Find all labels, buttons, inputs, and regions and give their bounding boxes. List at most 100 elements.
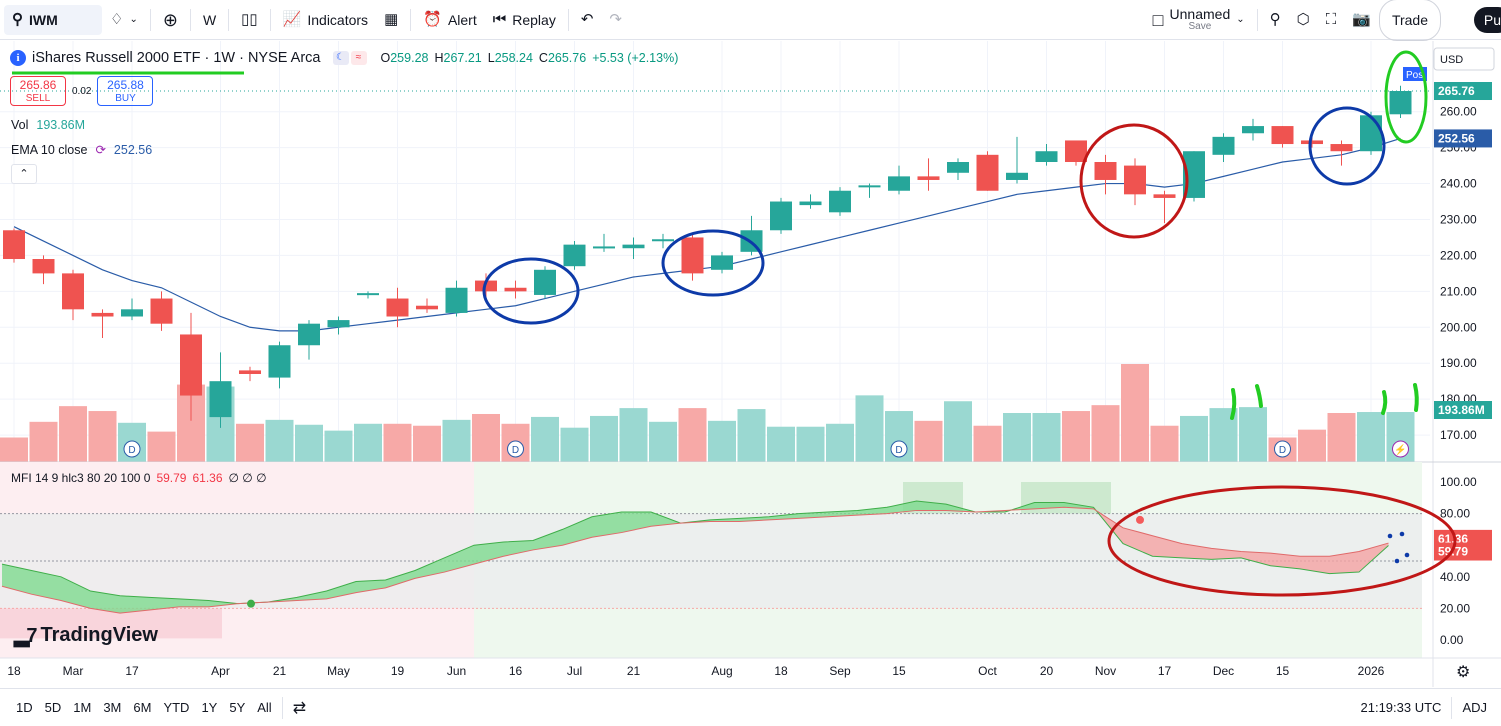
indicators-button[interactable]: 📈 Indicators bbox=[275, 5, 376, 35]
chart-area[interactable]: 170.00 18 0.00 190.00 200.00 210.00 220.00 230.… bbox=[0, 41, 1501, 687]
volume-bar[interactable] bbox=[59, 406, 87, 462]
candle-body[interactable] bbox=[770, 201, 792, 231]
mfi-line[interactable] bbox=[1, 500, 1389, 605]
range-1m[interactable]: 1M bbox=[73, 700, 92, 715]
volume-bar[interactable] bbox=[1032, 413, 1061, 462]
volume-bar[interactable] bbox=[1091, 405, 1120, 462]
volume-bar[interactable] bbox=[88, 411, 117, 462]
currency-button[interactable] bbox=[1433, 47, 1495, 71]
buy-button[interactable]: 265.88 BUY bbox=[97, 76, 154, 106]
candle-body[interactable] bbox=[298, 323, 320, 346]
settings-button[interactable]: ⬡ bbox=[1289, 5, 1318, 35]
annotation-ellipse[interactable] bbox=[482, 257, 580, 325]
volume-bar[interactable] bbox=[1150, 425, 1179, 462]
quick-search-button[interactable]: ⚲ bbox=[1262, 5, 1289, 35]
candle-body[interactable] bbox=[917, 176, 940, 180]
candle-body[interactable] bbox=[976, 154, 999, 191]
snapshot-button[interactable]: 📷 bbox=[1344, 5, 1379, 35]
range-5d[interactable]: 5D bbox=[44, 700, 62, 715]
trade-button[interactable]: Trade bbox=[1378, 0, 1441, 41]
interval-button[interactable]: W bbox=[202, 11, 217, 28]
candle-body[interactable] bbox=[1212, 136, 1235, 155]
candle-body[interactable] bbox=[209, 381, 232, 418]
mfi-cross-down-dot[interactable] bbox=[1136, 515, 1144, 524]
volume-bar[interactable] bbox=[737, 409, 766, 462]
candle-body[interactable] bbox=[563, 244, 586, 267]
annotation-ellipse[interactable] bbox=[1308, 106, 1386, 186]
range-1y[interactable]: 1Y bbox=[201, 700, 218, 715]
tradingview-logo[interactable]: ▂7 TradingView bbox=[14, 623, 158, 648]
range-1d[interactable]: 1D bbox=[16, 700, 33, 715]
candle-body[interactable] bbox=[1360, 115, 1382, 152]
candle-body[interactable] bbox=[1330, 144, 1353, 152]
range-ytd[interactable]: YTD bbox=[163, 700, 190, 715]
candle-body[interactable] bbox=[416, 305, 438, 310]
dividend-marker[interactable] bbox=[1274, 440, 1291, 458]
candle-body[interactable] bbox=[180, 334, 202, 396]
volume-bar[interactable] bbox=[354, 423, 382, 462]
volume-bar[interactable] bbox=[767, 426, 795, 462]
volume-bar[interactable] bbox=[1298, 429, 1326, 462]
volume-bar[interactable] bbox=[442, 419, 471, 462]
candle-body[interactable] bbox=[1153, 194, 1176, 198]
volume-bar[interactable] bbox=[1327, 413, 1356, 462]
chart-type-button[interactable]: ▯▯ bbox=[233, 5, 266, 35]
data-status-icon[interactable]: ≈ bbox=[350, 51, 367, 65]
undo-button[interactable]: ↶ bbox=[573, 5, 602, 35]
favorite-button[interactable]: ♢ ⌄ bbox=[102, 5, 146, 35]
range-5y[interactable]: 5Y bbox=[229, 700, 246, 715]
candle-body[interactable] bbox=[1094, 162, 1117, 180]
candle-body[interactable] bbox=[534, 269, 556, 295]
range-6m[interactable]: 6M bbox=[133, 700, 152, 715]
volume-bar[interactable] bbox=[1239, 407, 1267, 462]
mfi-signal-line[interactable] bbox=[1, 506, 1389, 614]
annotation-dot[interactable] bbox=[1404, 552, 1410, 558]
volume-bar[interactable] bbox=[560, 427, 589, 462]
annotation-ellipse[interactable] bbox=[1384, 50, 1428, 144]
candle-body[interactable] bbox=[1124, 165, 1146, 195]
annotation-ellipse[interactable] bbox=[1107, 485, 1457, 597]
candle-body[interactable] bbox=[622, 244, 645, 249]
mfi-cross-up-dot[interactable] bbox=[247, 599, 255, 608]
candle-body[interactable] bbox=[858, 185, 881, 188]
volume-bar[interactable] bbox=[324, 430, 353, 462]
candle-body[interactable] bbox=[357, 293, 379, 296]
annotation-mark[interactable] bbox=[1230, 388, 1237, 420]
info-icon[interactable]: i bbox=[10, 50, 26, 66]
volume-bar[interactable] bbox=[708, 420, 736, 462]
add-symbol-button[interactable]: ⊕ bbox=[155, 5, 186, 35]
volume-bar[interactable] bbox=[265, 419, 294, 462]
date-range-button[interactable]: ⇄ bbox=[287, 698, 312, 718]
volume-bar[interactable] bbox=[678, 408, 707, 462]
annotation-dot[interactable] bbox=[1399, 531, 1405, 537]
volume-bar[interactable] bbox=[619, 408, 648, 462]
dividend-marker[interactable] bbox=[890, 440, 908, 458]
candle-body[interactable] bbox=[1006, 172, 1028, 180]
range-all[interactable]: All bbox=[257, 700, 272, 715]
annotation-mark[interactable] bbox=[1413, 383, 1419, 412]
adj-toggle[interactable]: ADJ bbox=[1462, 700, 1487, 715]
mfi-legend[interactable]: MFI 14 9 hlc3 80 20 100 0 59.79 61.36 ∅ … bbox=[11, 471, 267, 485]
collapse-legend-button[interactable]: ⌃ bbox=[11, 164, 37, 184]
volume-bar[interactable] bbox=[1003, 413, 1031, 462]
volume-bar[interactable] bbox=[29, 421, 58, 462]
volume-bar[interactable] bbox=[973, 425, 1002, 462]
volume-bar[interactable] bbox=[1062, 411, 1090, 462]
candle-body[interactable] bbox=[327, 320, 350, 328]
volume-bar[interactable] bbox=[1121, 364, 1149, 462]
replay-button[interactable]: ⏮ Replay bbox=[485, 5, 564, 35]
candle-body[interactable] bbox=[62, 273, 84, 310]
annotation-mark[interactable] bbox=[1255, 384, 1263, 408]
candle-body[interactable] bbox=[652, 239, 674, 242]
volume-bar[interactable] bbox=[236, 423, 264, 462]
annotation-ellipse[interactable] bbox=[1079, 123, 1189, 239]
candle-body[interactable] bbox=[504, 287, 527, 292]
candle-body[interactable] bbox=[681, 237, 704, 274]
redo-button[interactable]: ↷ bbox=[601, 5, 630, 35]
candle-body[interactable] bbox=[711, 255, 733, 270]
volume-bar[interactable] bbox=[531, 416, 559, 462]
volume-bar[interactable] bbox=[796, 426, 825, 462]
volume-bar[interactable] bbox=[1357, 412, 1385, 462]
candle-body[interactable] bbox=[1301, 140, 1323, 145]
sell-button[interactable]: 265.86 SELL bbox=[10, 76, 66, 106]
